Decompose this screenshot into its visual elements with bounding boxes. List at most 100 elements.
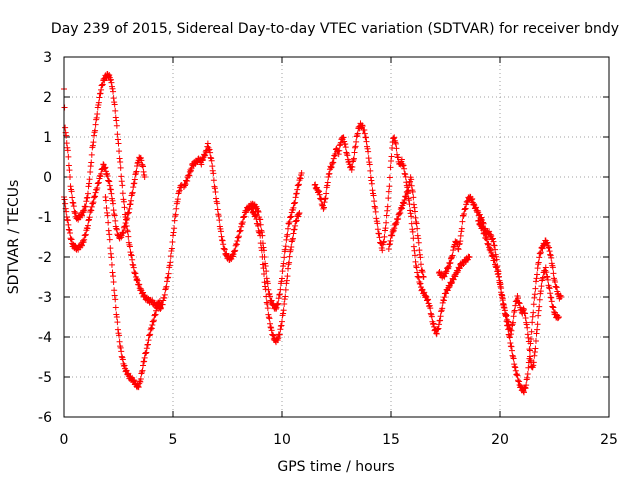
data-point <box>514 295 521 302</box>
data-point <box>388 158 394 165</box>
data-point <box>549 264 556 271</box>
data-point <box>207 154 214 161</box>
data-point <box>202 152 209 159</box>
data-point <box>268 327 275 334</box>
data-point <box>141 354 148 361</box>
data-point <box>89 142 96 149</box>
data-point <box>221 245 228 252</box>
x-tick-label: 15 <box>382 432 400 448</box>
data-point <box>553 284 560 291</box>
data-point <box>261 271 268 278</box>
data-point <box>511 308 518 315</box>
data-point <box>122 220 129 227</box>
data-point <box>498 291 505 298</box>
data-point <box>125 209 132 216</box>
data-point <box>485 241 492 248</box>
data-point <box>109 85 116 92</box>
data-point <box>405 181 412 188</box>
data-point <box>380 238 387 245</box>
data-point <box>214 200 221 207</box>
data-point <box>78 242 85 249</box>
data-point <box>257 221 264 228</box>
data-point <box>115 140 122 147</box>
data-point <box>151 312 158 319</box>
axis-ticks: 0 5 10 15 20 25 -6 -5 -4 -3 -2 -1 0 1 2 3 <box>38 50 618 448</box>
data-point <box>107 186 114 193</box>
data-point <box>352 144 359 151</box>
data-point <box>295 211 302 218</box>
data-point <box>282 286 289 293</box>
data-point <box>104 209 111 216</box>
data-point <box>536 254 543 261</box>
data-point <box>167 253 174 260</box>
data-point <box>113 226 120 233</box>
data-point <box>413 263 420 270</box>
data-point <box>513 371 520 378</box>
data-point <box>110 88 117 95</box>
data-point <box>260 265 267 272</box>
data-point <box>110 207 117 214</box>
data-point <box>234 237 241 244</box>
data-point <box>296 210 303 216</box>
data-point <box>555 314 562 320</box>
data-point <box>78 212 85 219</box>
data-point <box>522 310 529 317</box>
data-point <box>173 205 180 212</box>
data-point <box>257 240 264 247</box>
data-point <box>291 200 298 207</box>
data-point <box>415 235 422 242</box>
data-point <box>342 141 349 148</box>
data-point <box>88 207 95 214</box>
data-point <box>293 218 300 225</box>
data-point <box>444 287 451 294</box>
data-point <box>156 300 163 307</box>
data-point <box>401 170 408 177</box>
data-point <box>250 208 257 215</box>
data-point <box>393 145 400 152</box>
data-point <box>209 167 216 174</box>
data-point <box>140 362 147 369</box>
data-point <box>477 220 484 227</box>
data-point <box>263 299 270 306</box>
data-point <box>530 309 537 316</box>
data-point <box>396 210 403 217</box>
data-point <box>70 203 77 210</box>
data-point <box>402 171 409 178</box>
data-point <box>80 207 87 214</box>
y-tick-label: -5 <box>38 370 52 386</box>
data-point <box>140 168 147 175</box>
data-point <box>547 252 554 259</box>
data-point <box>288 244 295 251</box>
data-point <box>364 145 371 152</box>
data-point <box>344 152 351 159</box>
data-point <box>546 248 553 255</box>
data-point <box>343 149 350 156</box>
data-point <box>217 225 224 232</box>
data-point <box>153 307 160 314</box>
data-point <box>84 190 91 197</box>
data-point <box>481 230 488 237</box>
data-point <box>119 356 126 363</box>
data-point <box>85 217 92 224</box>
data-point <box>289 235 296 242</box>
data-point <box>532 345 539 352</box>
data-point <box>529 319 536 326</box>
data-point <box>156 298 163 304</box>
data-point <box>138 157 145 164</box>
data-point <box>108 261 115 268</box>
y-axis-label: SDTVAR / TECUs <box>6 180 22 295</box>
data-point <box>111 287 118 294</box>
data-point <box>174 196 181 203</box>
data-point <box>210 177 217 184</box>
data-point <box>130 184 137 191</box>
data-point <box>365 148 372 155</box>
data-point <box>263 293 270 300</box>
data-point <box>514 377 521 384</box>
data-point <box>280 263 287 270</box>
data-point <box>411 252 418 259</box>
data-point <box>262 286 269 293</box>
data-point <box>328 164 335 171</box>
data-point <box>330 159 337 166</box>
data-point <box>548 294 555 301</box>
data-point <box>480 219 487 226</box>
